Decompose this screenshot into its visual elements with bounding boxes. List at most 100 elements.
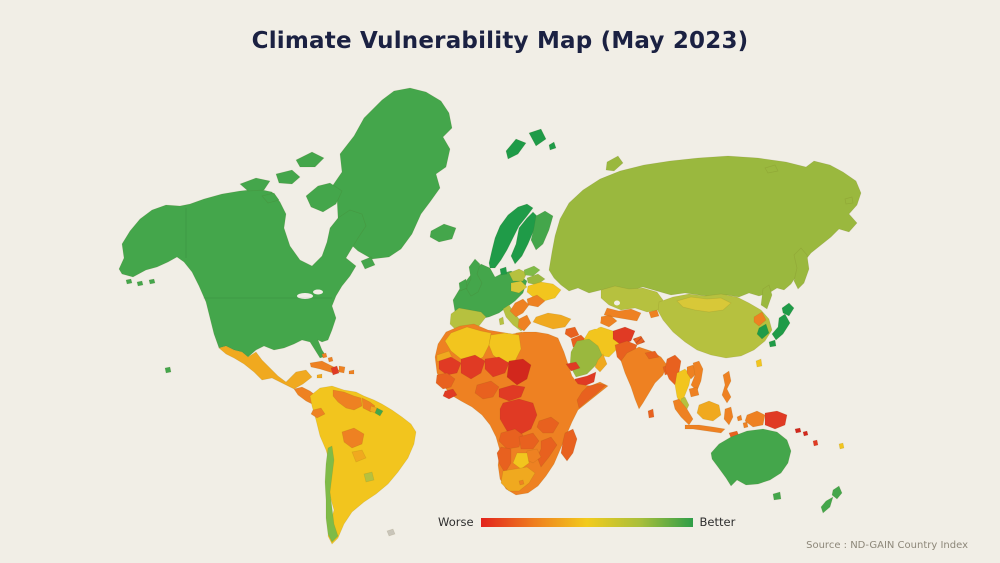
region-chad	[506, 358, 532, 386]
region-north-korea	[753, 311, 767, 327]
region-svalbard	[505, 128, 557, 160]
region-mali	[460, 354, 486, 380]
region-madagascar	[560, 428, 578, 462]
region-vanuatu	[812, 439, 819, 447]
region-bahamas	[321, 352, 334, 363]
region-somalia	[576, 383, 607, 409]
region-chile	[324, 445, 339, 543]
legend: Worse Better	[438, 515, 735, 529]
region-china	[657, 293, 773, 359]
country-borders	[185, 208, 332, 299]
region-sierra-leone-liberia	[442, 388, 458, 400]
region-sakhalin	[760, 284, 773, 310]
region-new-zealand	[820, 485, 843, 514]
region-fiji	[838, 442, 845, 450]
region-mauritania	[438, 356, 462, 376]
legend-better-label: Better	[699, 515, 736, 529]
region-oman	[594, 353, 608, 373]
region-aleutians	[125, 278, 156, 287]
region-tanzania	[536, 416, 560, 434]
region-mexico	[218, 345, 313, 390]
caspian-sea	[591, 305, 601, 329]
region-dominican-republic	[338, 365, 346, 374]
landmasses	[118, 87, 862, 545]
region-central-europe	[510, 280, 528, 294]
region-cameroon-car	[498, 384, 526, 402]
region-solomon-islands	[794, 427, 809, 437]
region-taiwan	[755, 358, 763, 368]
region-ireland	[458, 278, 468, 292]
region-maluku	[736, 414, 749, 429]
region-arctic-russia-islands	[605, 155, 854, 205]
region-sardinia	[498, 316, 505, 326]
region-india	[620, 346, 668, 410]
region-philippines	[721, 370, 732, 404]
region-jamaica	[316, 373, 323, 379]
region-borneo	[696, 400, 722, 422]
region-senegal-guinea	[435, 372, 456, 390]
region-mongolia	[676, 296, 732, 313]
region-lesotho	[518, 479, 525, 486]
region-finland	[530, 210, 554, 251]
region-botswana	[512, 452, 530, 470]
region-sulawesi	[723, 406, 734, 426]
region-denmark	[499, 266, 508, 276]
region-japan	[768, 302, 795, 348]
region-russia	[548, 155, 862, 298]
region-newfoundland	[360, 256, 376, 270]
region-french-guiana	[374, 407, 384, 417]
region-java	[684, 424, 726, 434]
region-hawaii	[164, 366, 172, 374]
great-lakes	[297, 293, 313, 299]
region-poland	[508, 268, 528, 282]
region-south-korea	[756, 323, 770, 340]
region-uzbekistan-turkmenistan	[599, 307, 642, 328]
region-papua-new-guinea	[764, 410, 788, 430]
region-balkans	[509, 298, 530, 318]
region-puerto-rico	[348, 369, 355, 375]
region-north-america	[118, 188, 367, 359]
region-haiti	[330, 365, 340, 376]
region-venezuela	[332, 389, 363, 411]
region-sweden	[510, 211, 540, 265]
region-vietnam	[690, 360, 704, 392]
region-arctic-islands	[239, 151, 343, 213]
source-credit: Source : ND-GAIN Country Index	[806, 540, 968, 551]
region-nepal	[644, 350, 660, 360]
region-sri-lanka	[647, 408, 655, 419]
region-uruguay	[363, 471, 375, 483]
region-afghanistan	[612, 326, 636, 346]
region-baltics	[523, 265, 541, 277]
region-norway	[488, 203, 534, 269]
region-drc	[499, 398, 538, 436]
region-kyrgyzstan	[648, 309, 660, 319]
region-uk	[465, 258, 483, 297]
region-iceland	[429, 223, 457, 243]
region-ecuador	[310, 407, 326, 419]
region-syria	[564, 326, 580, 339]
great-lakes	[313, 289, 323, 295]
legend-gradient-bar	[480, 517, 693, 527]
region-sumatra	[672, 398, 694, 426]
region-algeria	[444, 326, 492, 364]
aral-sea	[614, 300, 620, 306]
legend-worse-label: Worse	[438, 515, 474, 529]
region-greece	[517, 314, 532, 332]
inland-water	[297, 289, 620, 329]
region-falkland-islands	[386, 528, 396, 537]
region-cambodia	[688, 386, 700, 398]
black-sea	[544, 302, 570, 312]
page-title: Climate Vulnerability Map (May 2023)	[251, 28, 749, 54]
region-tasmania	[772, 491, 782, 501]
region-kamchatka	[793, 247, 810, 290]
region-eritrea	[565, 361, 581, 372]
region-south-africa	[500, 466, 536, 492]
region-mozambique	[536, 436, 558, 468]
region-kashmir-hatched	[632, 335, 646, 346]
region-zambia	[518, 432, 540, 450]
region-nigeria	[474, 380, 500, 400]
region-angola	[498, 428, 524, 450]
region-turkey	[532, 312, 572, 330]
